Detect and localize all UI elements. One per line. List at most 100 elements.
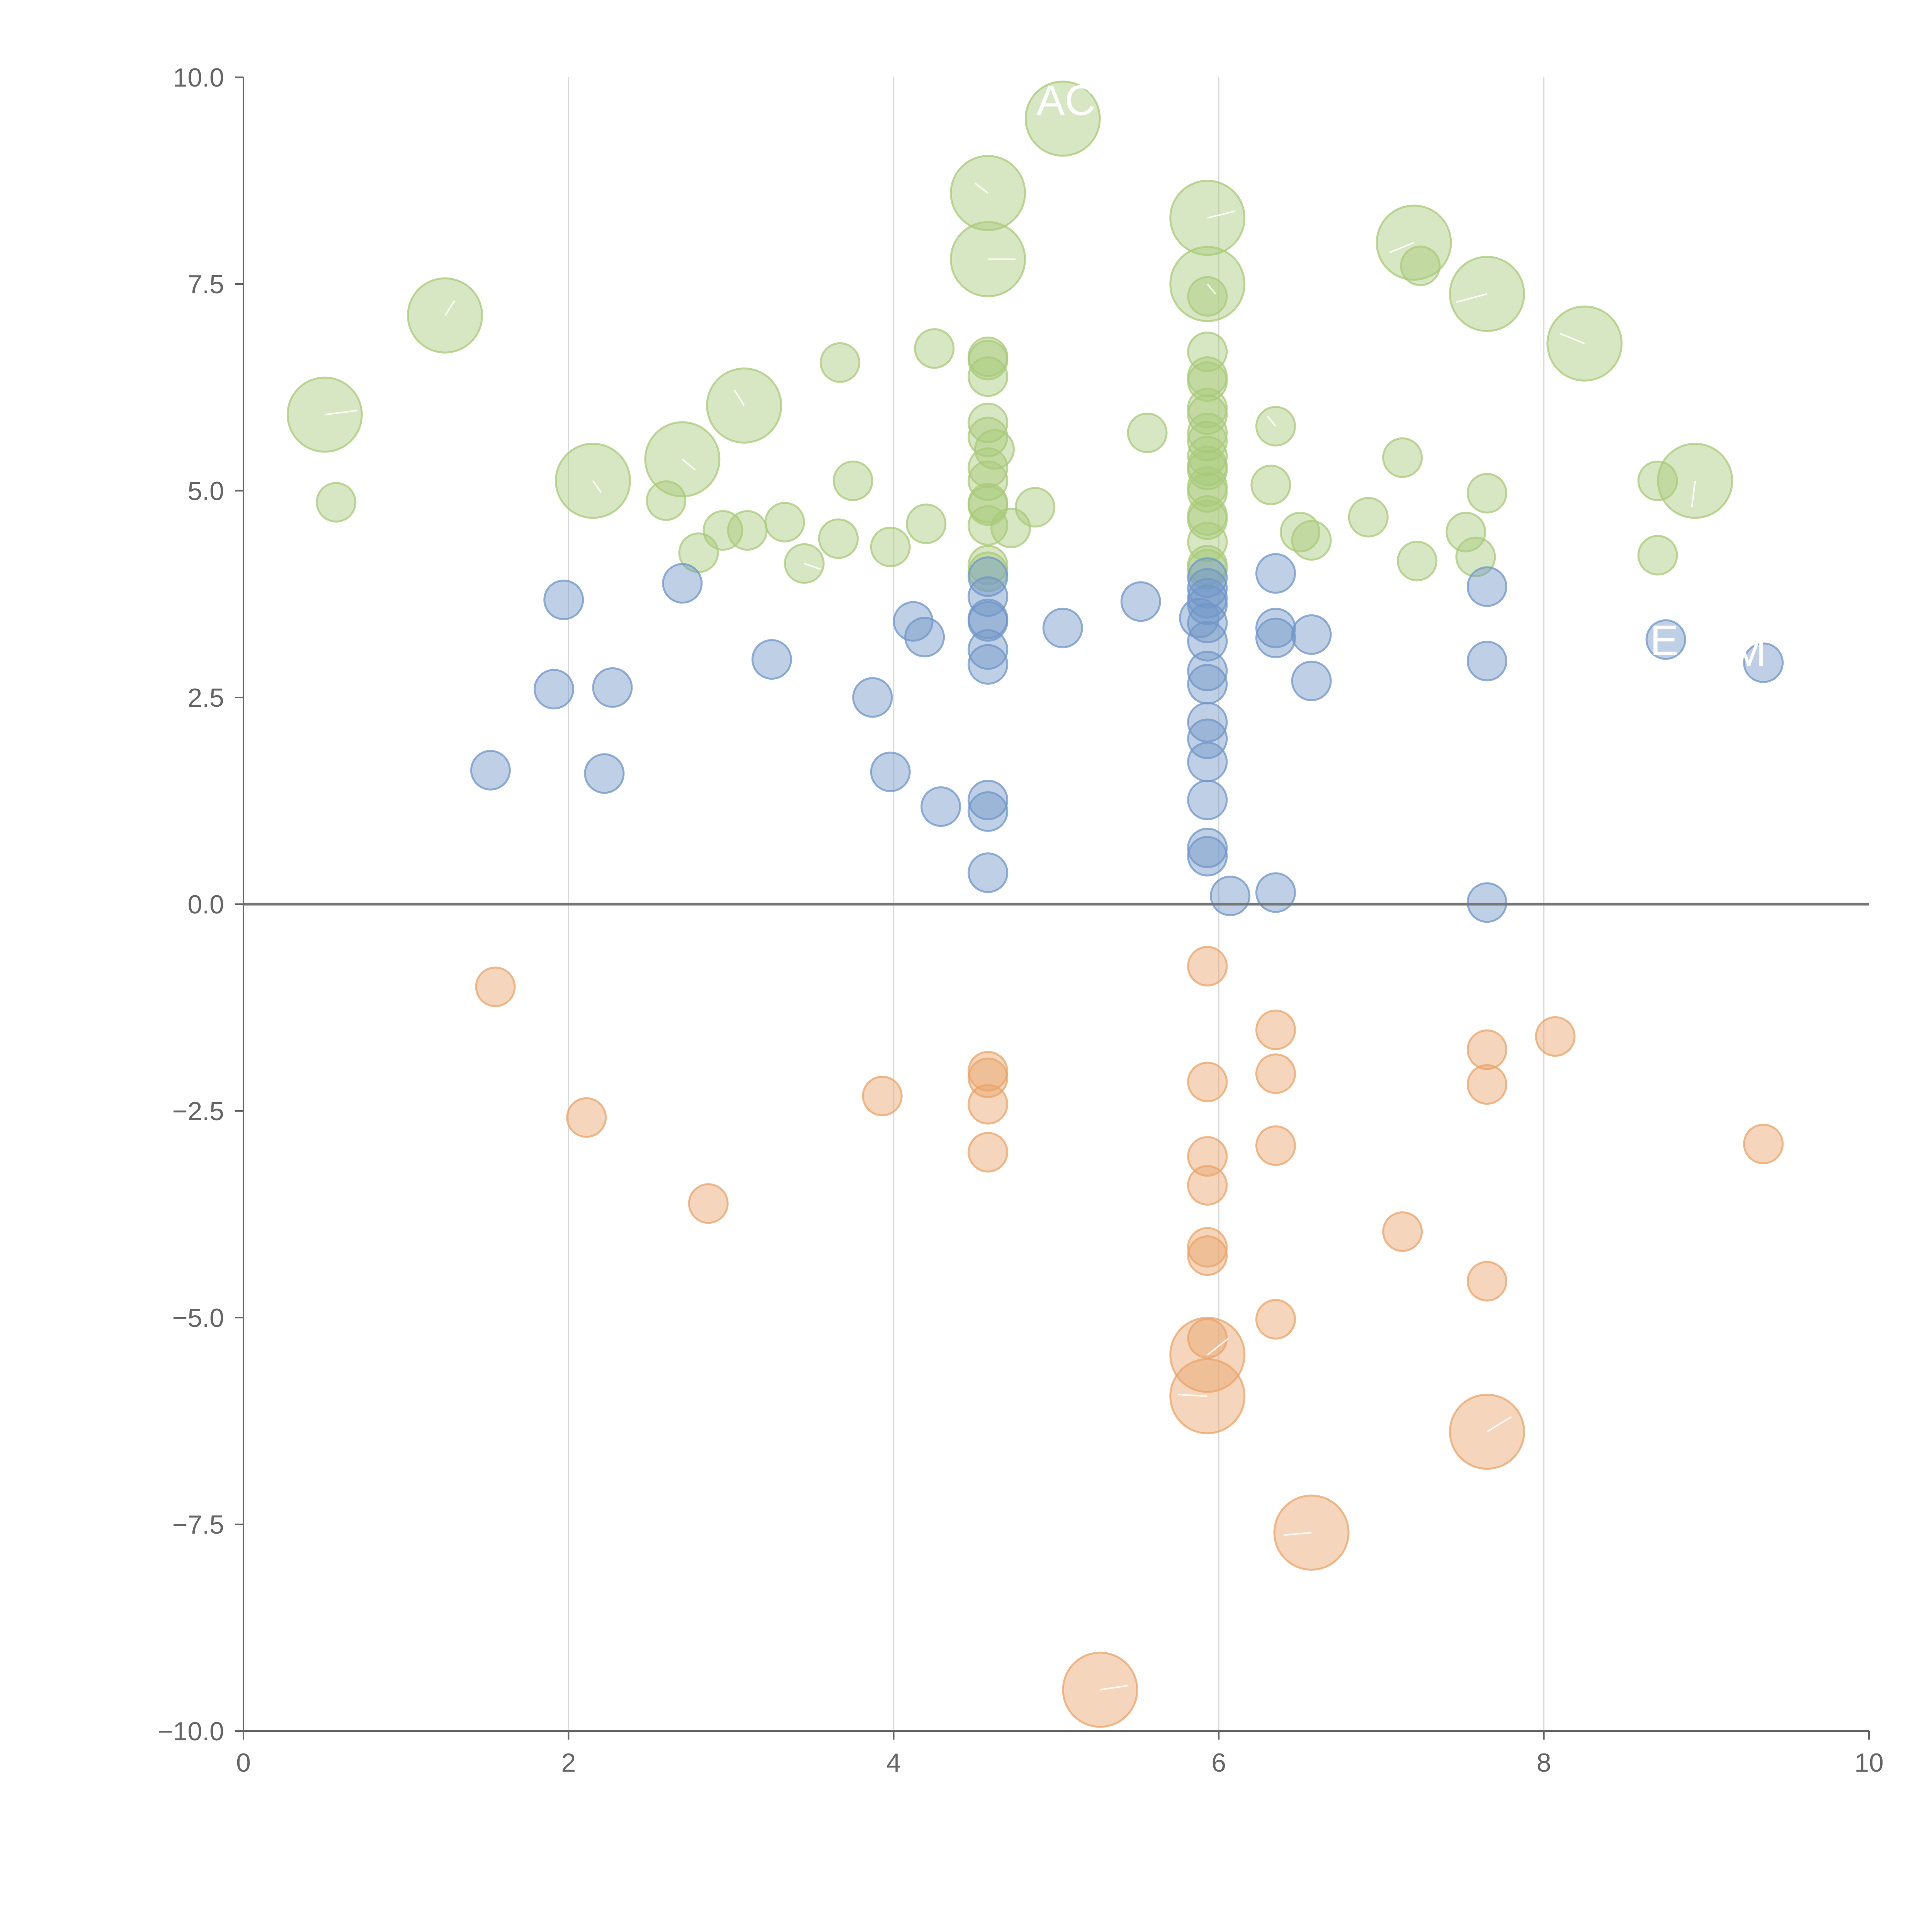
bubble-point — [1187, 331, 1228, 372]
bubble-point — [1466, 882, 1507, 923]
bubble-point — [1187, 499, 1228, 540]
bubble-point — [1179, 598, 1220, 639]
bubble-point — [1382, 437, 1423, 478]
leader-line — [1100, 1685, 1128, 1690]
bubble-point — [818, 518, 859, 559]
bubble-point — [1743, 1124, 1784, 1165]
bubble-point — [1187, 412, 1228, 453]
bubble-point — [1382, 1211, 1423, 1252]
bubble-point — [1645, 619, 1686, 660]
bubble-point — [566, 1097, 607, 1138]
point-label: M — [1731, 628, 1767, 675]
x-tick-label: 4 — [886, 1748, 901, 1777]
leader-line — [444, 300, 456, 316]
bubble-point — [1743, 642, 1784, 683]
leader-line — [1389, 242, 1414, 253]
bubble-point — [1396, 541, 1437, 582]
bubble-point — [1187, 836, 1228, 877]
leader-line — [1267, 416, 1276, 427]
leader-line — [1560, 333, 1585, 344]
leader-line — [1486, 1416, 1512, 1433]
bubble-point — [1255, 1009, 1296, 1050]
bubble-point — [1187, 584, 1228, 625]
bubble-point — [1187, 702, 1228, 743]
bubble-point — [968, 852, 1009, 893]
bubble-point — [1637, 460, 1678, 501]
bubble-point — [1400, 245, 1441, 286]
bubble-point — [1120, 581, 1161, 622]
bubble-point — [1187, 421, 1228, 462]
y-tick-label: 7.5 — [187, 270, 224, 299]
leader-line — [804, 563, 821, 570]
x-tick-label: 2 — [561, 1748, 576, 1777]
bubble-point — [870, 527, 911, 568]
bubble-point — [1187, 946, 1228, 986]
bubble-point — [1187, 779, 1228, 820]
bubble-point — [1187, 621, 1228, 662]
bubble-point — [968, 403, 1009, 444]
x-tick-label: 8 — [1537, 1748, 1551, 1777]
bubble-point — [1255, 1125, 1296, 1166]
bubble-point — [1291, 660, 1332, 701]
bubble-point — [968, 644, 1009, 685]
bubble-point — [1187, 602, 1228, 643]
bubble-point — [1255, 872, 1296, 913]
bubble-point — [688, 1183, 729, 1224]
bubble-point — [543, 579, 584, 620]
bubble-point — [968, 460, 1009, 501]
bubble-point — [968, 1132, 1009, 1173]
bubble-point — [1291, 520, 1332, 561]
bubble-point — [904, 617, 945, 658]
leader-line — [1207, 1337, 1229, 1355]
bubble-point — [1015, 487, 1056, 528]
bubble-point — [475, 966, 516, 1007]
bubble-point — [1024, 80, 1101, 157]
bubble-point — [702, 510, 743, 551]
bubble-point — [1127, 412, 1168, 453]
leader-line — [733, 389, 745, 406]
bubble-point — [1466, 1029, 1507, 1070]
bubble-point — [1637, 535, 1678, 576]
bubble-point — [646, 480, 687, 521]
y-tick-label: −5.0 — [172, 1303, 224, 1333]
leader-line — [1456, 293, 1487, 303]
bubble-point — [1291, 614, 1332, 655]
bubble-point — [1187, 1227, 1228, 1268]
leader-line — [1284, 1532, 1312, 1536]
bubble-point — [1466, 1064, 1507, 1105]
bubble-point — [1255, 607, 1296, 648]
bubble-point — [316, 482, 357, 523]
bubble-point — [1187, 1235, 1228, 1276]
bubble-point — [1187, 1061, 1228, 1102]
bubble-point — [1255, 553, 1296, 594]
bubble-point — [1187, 1136, 1228, 1177]
point-label: E — [1650, 617, 1678, 664]
bubble-point — [470, 750, 511, 791]
y-tick-label: −2.5 — [172, 1097, 224, 1126]
bubble-point — [1255, 1053, 1296, 1094]
x-tick-label: 10 — [1854, 1748, 1884, 1777]
bubble-point — [751, 639, 792, 680]
leader-line — [592, 480, 602, 493]
bubble-point — [1187, 718, 1228, 759]
leader-line — [682, 459, 696, 471]
y-tick-label: 10.0 — [173, 63, 224, 92]
point-labels: ACE MM — [1036, 77, 1766, 675]
bubble-point — [833, 460, 874, 501]
point-label: AC — [1036, 77, 1095, 124]
leader-line — [1178, 1394, 1208, 1397]
bubble-point — [968, 791, 1009, 832]
bubble-point — [1535, 1016, 1576, 1057]
y-tick-label: 0.0 — [187, 890, 224, 919]
bubble-point — [1255, 1299, 1296, 1340]
bubble-point — [1348, 497, 1389, 537]
bubble-point — [1466, 566, 1507, 607]
x-tick-label: 0 — [236, 1748, 251, 1777]
bubble-point — [1210, 876, 1251, 917]
bubble-point — [968, 417, 1009, 457]
bubble-point — [1187, 435, 1228, 476]
bubble-point — [920, 786, 961, 827]
bubble-point — [968, 505, 1009, 546]
bubble-point — [968, 629, 1009, 670]
